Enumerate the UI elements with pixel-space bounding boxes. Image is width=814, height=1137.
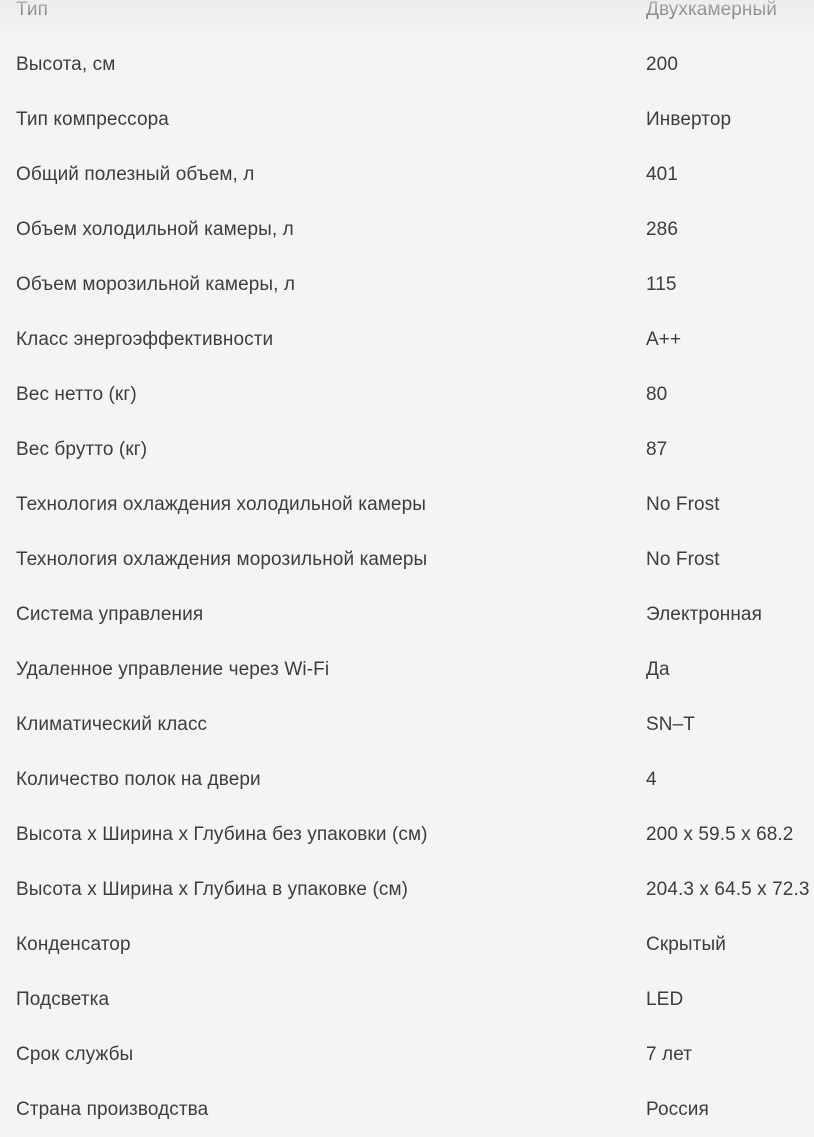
spec-value: Да: [646, 658, 670, 680]
spec-label: Вес нетто (кг): [16, 383, 137, 405]
spec-label: Объем морозильной камеры, л: [16, 273, 296, 295]
spec-row: Объем морозильной камеры, л 115: [0, 257, 814, 312]
spec-row: Высота, см 200: [0, 37, 814, 92]
spec-value: 80: [646, 383, 668, 405]
spec-value: 115: [646, 273, 677, 295]
spec-row: Количество полок на двери 4: [0, 752, 814, 807]
spec-label: Технология охлаждения холодильной камеры: [16, 493, 427, 515]
spec-label: Высота, см: [16, 53, 116, 75]
spec-value: SN–T: [646, 713, 695, 735]
spec-row: Объем холодильной камеры, л 286: [0, 202, 814, 257]
spec-label: Удаленное управление через Wi-Fi: [16, 658, 330, 680]
spec-row: Тип компрессора Инвертор: [0, 92, 814, 147]
spec-value: Россия: [646, 1098, 709, 1120]
spec-value: 4: [646, 768, 657, 790]
spec-label: Технология охлаждения морозильной камеры: [16, 548, 428, 570]
spec-row: Подсветка LED: [0, 972, 814, 1027]
spec-value: 200: [646, 53, 679, 75]
spec-label: Срок службы: [16, 1043, 134, 1065]
spec-row: Удаленное управление через Wi-Fi Да: [0, 642, 814, 697]
spec-value: A++: [646, 328, 682, 350]
spec-row: Высота х Ширина х Глубина в упаковке (см…: [0, 862, 814, 917]
spec-label: Общий полезный объем, л: [16, 163, 255, 185]
spec-label: Высота х Ширина х Глубина в упаковке (см…: [16, 878, 409, 900]
spec-label: Тип компрессора: [16, 108, 169, 130]
spec-label: Конденсатор: [16, 933, 131, 955]
spec-value: 87: [646, 438, 668, 460]
spec-value: No Frost: [646, 493, 720, 515]
spec-row: Класс энергоэффективности A++: [0, 312, 814, 367]
spec-value: 204.3 x 64.5 x 72.3: [646, 878, 810, 900]
spec-row: Вес нетто (кг) 80: [0, 367, 814, 422]
spec-label: Подсветка: [16, 988, 110, 1010]
spec-label: Климатический класс: [16, 713, 208, 735]
spec-row: Общий полезный объем, л 401: [0, 147, 814, 202]
spec-value: LED: [646, 988, 684, 1010]
spec-row: Система управления Электронная: [0, 587, 814, 642]
spec-value: Инвертор: [646, 108, 732, 130]
spec-row: Конденсатор Скрытый: [0, 917, 814, 972]
spec-label: Количество полок на двери: [16, 768, 261, 790]
spec-value: 286: [646, 218, 679, 240]
spec-row: Вес брутто (кг) 87: [0, 422, 814, 477]
spec-row: Технология охлаждения холодильной камеры…: [0, 477, 814, 532]
spec-label: Объем холодильной камеры, л: [16, 218, 294, 240]
spec-value: No Frost: [646, 548, 720, 570]
spec-value: Скрытый: [646, 933, 726, 955]
spec-value: 401: [646, 163, 679, 185]
spec-row: Высота х Ширина х Глубина без упаковки (…: [0, 807, 814, 862]
spec-row: Тип Двухкамерный: [0, 0, 814, 37]
spec-value: Электронная: [646, 603, 762, 625]
spec-value: 200 x 59.5 x 68.2: [646, 823, 794, 845]
spec-value: 7 лет: [646, 1043, 693, 1065]
spec-label: Система управления: [16, 603, 204, 625]
spec-row: Климатический класс SN–T: [0, 697, 814, 752]
spec-row: Страна производства Россия: [0, 1082, 814, 1137]
spec-label: Класс энергоэффективности: [16, 328, 274, 350]
spec-row: Технология охлаждения морозильной камеры…: [0, 532, 814, 587]
spec-label: Тип: [16, 0, 48, 20]
spec-row: Срок службы 7 лет: [0, 1027, 814, 1082]
spec-label: Высота х Ширина х Глубина без упаковки (…: [16, 823, 428, 845]
spec-value: Двухкамерный: [646, 0, 777, 20]
spec-label: Страна производства: [16, 1098, 209, 1120]
spec-label: Вес брутто (кг): [16, 438, 148, 460]
